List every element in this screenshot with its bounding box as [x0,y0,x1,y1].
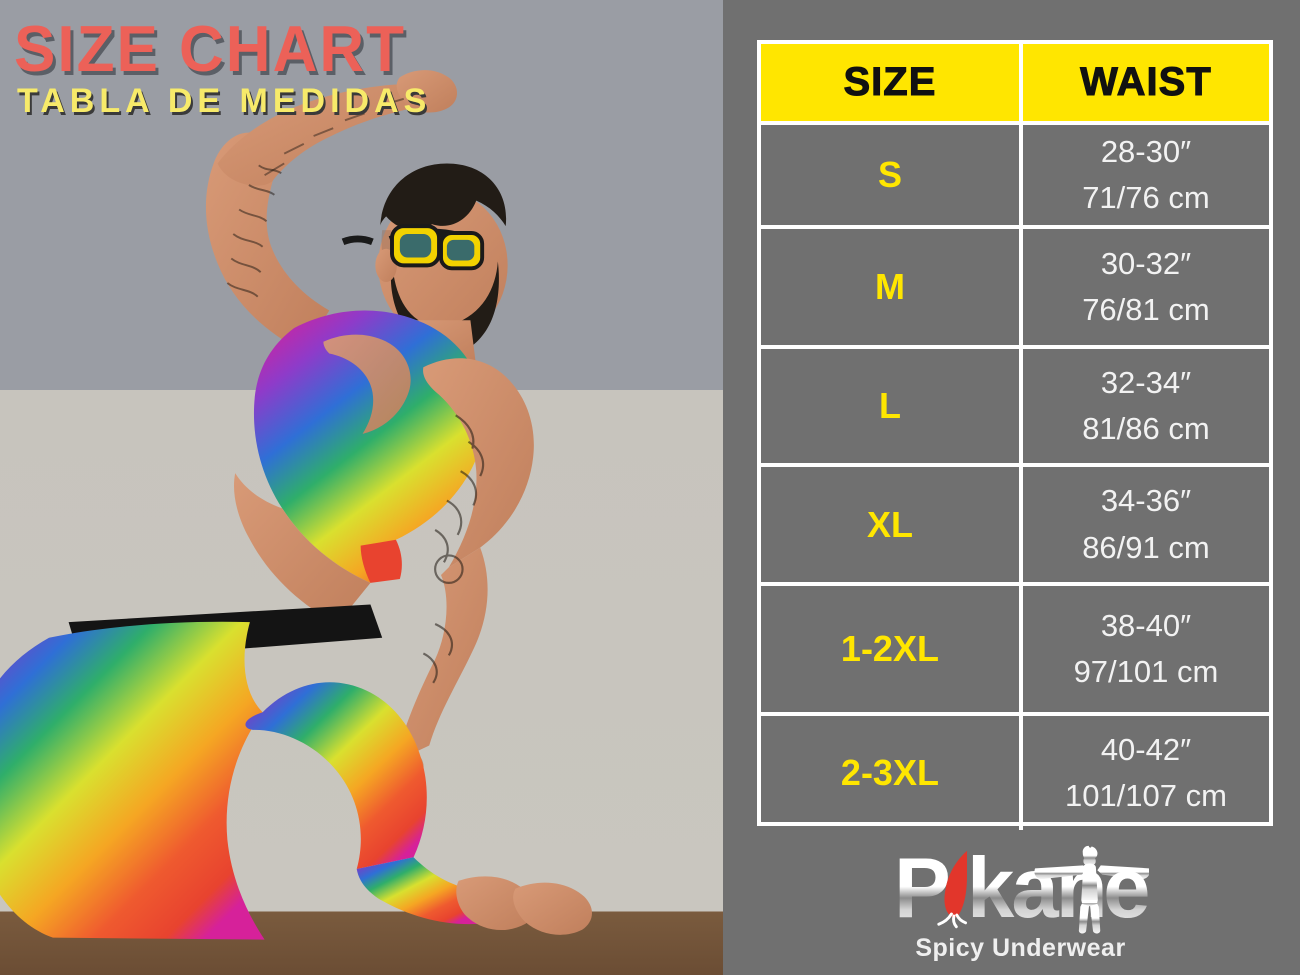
svg-text:P: P [894,845,948,934]
svg-text:e: e [1103,845,1148,934]
